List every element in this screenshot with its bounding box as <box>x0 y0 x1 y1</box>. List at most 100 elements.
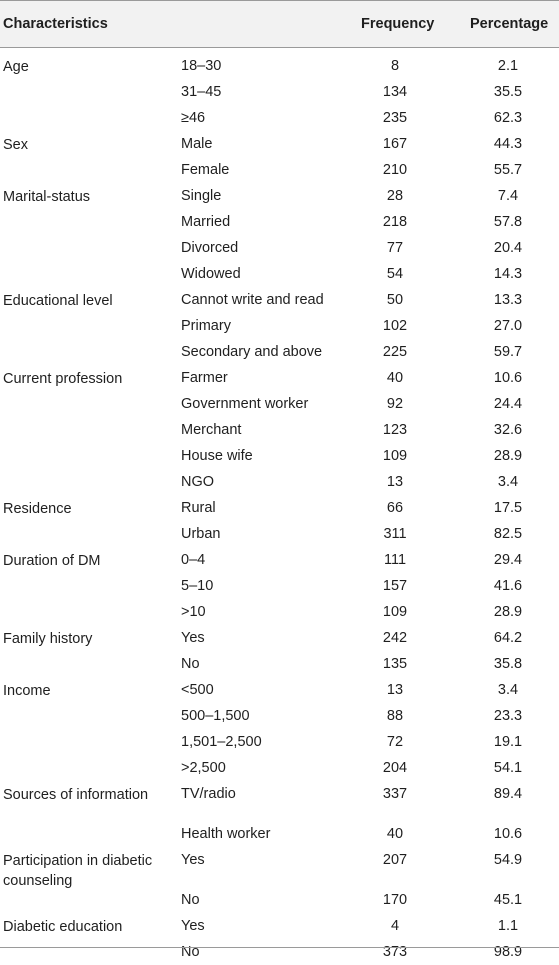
row-category: No <box>181 656 200 672</box>
row-group: Sex <box>3 137 28 153</box>
row-category: 1,501–2,500 <box>181 734 262 750</box>
row-category: >2,500 <box>181 760 226 776</box>
table-row: 31–45 134 35.5 <box>0 79 559 105</box>
table-row: 5–10 157 41.6 <box>0 573 559 599</box>
table-row: Sources of information TV/radio 337 89.4 <box>0 781 559 821</box>
row-frequency: 54 <box>386 266 404 282</box>
row-frequency: 111 <box>383 552 407 568</box>
row-category: TV/radio <box>181 786 236 802</box>
row-category: Male <box>181 136 213 152</box>
row-percentage: 45.1 <box>493 892 523 908</box>
row-frequency: 13 <box>386 682 404 698</box>
table-row: No 170 45.1 <box>0 887 559 913</box>
table-header: Characteristics Frequency Percentage <box>0 0 559 48</box>
row-percentage: 62.3 <box>493 110 523 126</box>
row-percentage: 2.1 <box>497 58 519 74</box>
table-row: >2,500 204 54.1 <box>0 755 559 781</box>
row-category: Rural <box>181 500 216 516</box>
row-percentage: 28.9 <box>493 448 523 464</box>
row-group: Educational level <box>3 293 113 309</box>
row-percentage: 32.6 <box>493 422 523 438</box>
table-row: Health worker 40 10.6 <box>0 821 559 847</box>
row-percentage: 54.1 <box>493 760 523 776</box>
row-percentage: 19.1 <box>493 734 523 750</box>
row-frequency: 225 <box>382 344 408 360</box>
table-row: Participation in diabetic counseling Yes 2… <box>0 847 559 889</box>
header-frequency: Frequency <box>361 16 435 32</box>
row-percentage: 35.8 <box>493 656 523 672</box>
row-frequency: 13 <box>386 474 404 490</box>
row-percentage: 55.7 <box>493 162 523 178</box>
row-frequency: 109 <box>382 448 408 464</box>
row-frequency: 92 <box>386 396 404 412</box>
row-category: Single <box>181 188 222 204</box>
table-row: Married 218 57.8 <box>0 209 559 235</box>
row-group: Income <box>3 683 51 699</box>
row-frequency: 109 <box>382 604 408 620</box>
row-category: Merchant <box>181 422 242 438</box>
row-percentage: 82.5 <box>493 526 523 542</box>
table-row: Widowed 54 14.3 <box>0 261 559 287</box>
table-row: Government worker 92 24.4 <box>0 391 559 417</box>
row-frequency: 135 <box>382 656 408 672</box>
row-category: House wife <box>181 448 253 464</box>
row-frequency: 40 <box>386 370 404 386</box>
row-frequency: 134 <box>382 84 408 100</box>
row-group: Residence <box>3 501 72 517</box>
row-percentage: 35.5 <box>493 84 523 100</box>
table-row: NGO 13 3.4 <box>0 469 559 495</box>
table-row: Sex Male 167 44.3 <box>0 131 559 157</box>
row-category: Yes <box>181 852 205 868</box>
row-percentage: 29.4 <box>493 552 523 568</box>
table-row: Age 18–30 8 2.1 <box>0 53 559 79</box>
row-group: Current profession <box>3 371 123 387</box>
row-group: Sources of information <box>3 787 149 803</box>
table-row: Income <500 13 3.4 <box>0 677 559 703</box>
row-category: Married <box>181 214 231 230</box>
table-row: No 373 98.9 <box>0 939 559 965</box>
row-percentage: 14.3 <box>493 266 523 282</box>
table-row: Residence Rural 66 17.5 <box>0 495 559 521</box>
row-category: Farmer <box>181 370 228 386</box>
row-percentage: 3.4 <box>497 682 519 698</box>
row-percentage: 10.6 <box>493 826 523 842</box>
row-category: 0–4 <box>181 552 206 568</box>
row-percentage: 64.2 <box>493 630 523 646</box>
row-category: Urban <box>181 526 221 542</box>
row-group: Participation in diabetic counseling <box>3 853 153 889</box>
table-row: 500–1,500 88 23.3 <box>0 703 559 729</box>
row-category: Cannot write and read <box>181 292 324 308</box>
row-frequency: 210 <box>382 162 408 178</box>
row-percentage: 44.3 <box>493 136 523 152</box>
row-percentage: 28.9 <box>493 604 523 620</box>
row-group: Age <box>3 59 29 75</box>
row-frequency: 337 <box>382 786 408 802</box>
row-frequency: 157 <box>382 578 408 594</box>
row-percentage: 10.6 <box>493 370 523 386</box>
row-percentage: 1.1 <box>497 918 519 934</box>
row-frequency: 28 <box>386 188 404 204</box>
row-category: <500 <box>181 682 214 698</box>
row-category: Yes <box>181 630 205 646</box>
row-frequency: 8 <box>390 58 400 74</box>
row-frequency: 170 <box>382 892 408 908</box>
row-category: Yes <box>181 918 205 934</box>
table-row: Merchant 123 32.6 <box>0 417 559 443</box>
row-category: Government worker <box>181 396 309 412</box>
table-row: Urban 311 82.5 <box>0 521 559 547</box>
row-category: 500–1,500 <box>181 708 250 724</box>
row-percentage: 3.4 <box>497 474 519 490</box>
row-category: Health worker <box>181 826 271 842</box>
row-frequency: 123 <box>382 422 408 438</box>
table-row: Female 210 55.7 <box>0 157 559 183</box>
row-frequency: 4 <box>390 918 400 934</box>
row-frequency: 88 <box>386 708 404 724</box>
row-frequency: 102 <box>382 318 408 334</box>
row-frequency: 204 <box>382 760 408 776</box>
row-category: NGO <box>181 474 215 490</box>
table-row: House wife 109 28.9 <box>0 443 559 469</box>
table-row: ≥46 235 62.3 <box>0 105 559 131</box>
row-percentage: 54.9 <box>493 852 523 868</box>
table-row: No 135 35.8 <box>0 651 559 677</box>
row-group: Duration of DM <box>3 553 101 569</box>
